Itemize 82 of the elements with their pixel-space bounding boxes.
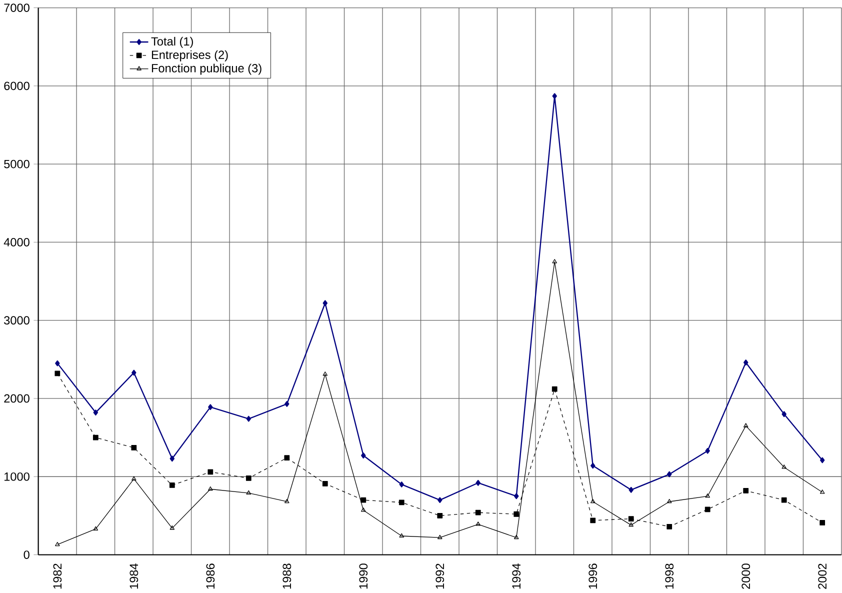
point (590, 518, 596, 524)
point (552, 386, 558, 392)
point (514, 534, 519, 540)
point (170, 525, 175, 530)
x-tick-label: 2002 (818, 564, 827, 589)
legend-label: Total (1) (151, 36, 193, 48)
point (361, 508, 366, 512)
point (93, 410, 98, 416)
point (399, 533, 404, 538)
point (246, 416, 252, 422)
y-tick-label: 2000 (4, 394, 30, 403)
point (360, 497, 366, 503)
point (322, 480, 328, 486)
y-tick-label: 4000 (4, 238, 30, 246)
point (705, 493, 710, 498)
point (666, 498, 672, 504)
point (820, 520, 826, 526)
x-tick-label: 1994 (512, 563, 521, 589)
point (284, 400, 290, 407)
point (284, 455, 290, 461)
point (552, 259, 557, 264)
x-tick-label: 1992 (436, 564, 444, 589)
x-tick-label: 2000 (742, 564, 750, 589)
point (705, 448, 710, 454)
point (590, 498, 596, 504)
y-tick-label: 7000 (4, 4, 30, 12)
point (208, 486, 213, 491)
y-tick-label: 5000 (4, 160, 30, 168)
point (704, 506, 710, 512)
point (476, 522, 480, 526)
point (246, 490, 252, 495)
point (361, 452, 366, 458)
point (628, 486, 634, 493)
point (781, 497, 787, 503)
point (514, 493, 519, 500)
point (782, 411, 786, 418)
y-tick-label: 0 (24, 550, 30, 559)
point (666, 471, 672, 478)
point (170, 456, 175, 462)
point (92, 434, 98, 440)
point (132, 476, 136, 480)
x-tick-label: 1990 (359, 564, 368, 589)
y-tick-label: 6000 (4, 82, 30, 90)
point (782, 464, 786, 469)
point (131, 444, 137, 450)
point (514, 511, 520, 517)
point (628, 516, 634, 522)
point (475, 510, 481, 516)
point (208, 469, 214, 475)
x-tick-label: 1996 (588, 564, 598, 589)
x-tick-label: 1986 (206, 564, 215, 589)
point (743, 423, 748, 428)
point (398, 500, 404, 506)
point (54, 370, 60, 376)
x-tick-label: 1998 (665, 564, 674, 589)
point (284, 498, 290, 504)
point (132, 370, 136, 376)
point (590, 462, 596, 469)
point (666, 524, 672, 530)
point (476, 480, 480, 486)
legend-label: Fonction publique (3) (152, 64, 262, 75)
point (169, 482, 175, 488)
point (628, 522, 634, 527)
point (322, 372, 328, 376)
point (438, 497, 442, 504)
point (437, 512, 443, 518)
point (55, 360, 60, 366)
y-tick-label: 3000 (4, 316, 30, 325)
point (208, 404, 213, 410)
point (820, 457, 825, 464)
point (93, 526, 98, 530)
x-tick-label: 1988 (282, 564, 292, 589)
point (399, 481, 404, 488)
point (743, 360, 748, 366)
x-tick-label: 1982 (53, 564, 62, 589)
point (322, 300, 328, 306)
legend-label: Entreprises (2) (152, 50, 228, 62)
point (438, 534, 442, 540)
x-tick-label: 1984 (130, 563, 138, 589)
point (246, 475, 252, 481)
y-tick-label: 1000 (4, 472, 30, 481)
point (743, 488, 749, 494)
